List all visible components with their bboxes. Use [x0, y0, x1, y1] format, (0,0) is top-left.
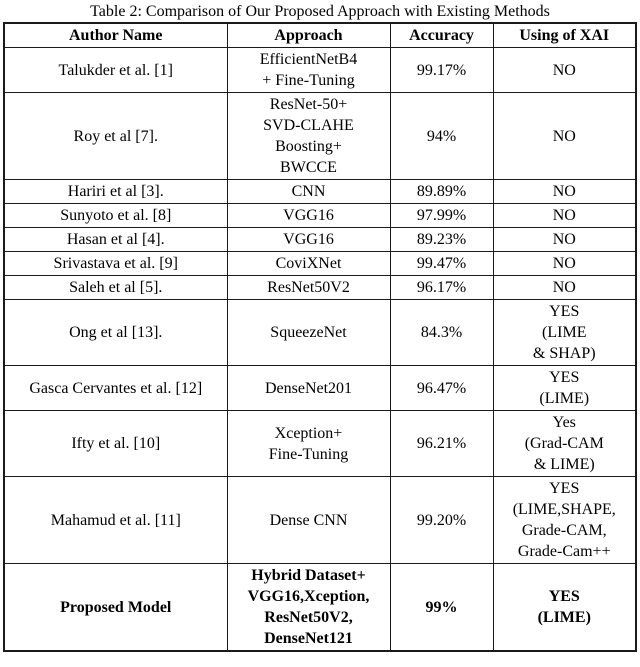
cell-approach: EfficientNetB4 + Fine-Tuning [226, 47, 391, 93]
cell-author: Ifty et al. [10] [3, 410, 228, 477]
cell-approach: DenseNet201 [226, 365, 391, 411]
cell-xai: NO [492, 227, 637, 252]
cell-xai: NO [492, 47, 637, 93]
table-row: Srivastava et al. [9] CoviXNet 99.47% NO [3, 251, 637, 276]
cell-accuracy: 89.23% [389, 227, 494, 252]
table-body: Talukder et al. [1] EfficientNetB4 + Fine… [3, 47, 637, 652]
cell-author: Roy et al [7]. [3, 92, 228, 180]
cell-approach: VGG16 [226, 203, 391, 228]
cell-approach: VGG16 [226, 227, 391, 252]
table-row: Ifty et al. [10] Xception+ Fine-Tuning 96.… [3, 410, 637, 477]
column-header: Author Name [3, 22, 228, 48]
cell-accuracy: 89.89% [389, 179, 494, 204]
cell-accuracy: 96.47% [389, 365, 494, 411]
cell-xai: YES (LIME) [492, 365, 637, 411]
cell-accuracy: 99.47% [389, 251, 494, 276]
cell-author: Srivastava et al. [9] [3, 251, 228, 276]
table-row: Mahamud et al. [11] Dense CNN 99.20% YES (L… [3, 476, 637, 564]
column-header: Approach [226, 22, 391, 48]
cell-author: Proposed Model [3, 563, 228, 652]
cell-author: Saleh et al [5]. [3, 275, 228, 300]
cell-author: Hariri et al [3]. [3, 179, 228, 204]
header-row: Author Name Approach Accuracy Using of XAI [3, 22, 637, 48]
table-row: Hasan et al [4]. VGG16 89.23% NO [3, 227, 637, 252]
cell-accuracy: 96.17% [389, 275, 494, 300]
cell-xai: NO [492, 203, 637, 228]
cell-xai: NO [492, 251, 637, 276]
table-row: Saleh et al [5]. ResNet50V2 96.17% NO [3, 275, 637, 300]
cell-approach: Dense CNN [226, 476, 391, 564]
cell-xai: NO [492, 179, 637, 204]
cell-accuracy: 84.3% [389, 299, 494, 366]
cell-author: Gasca Cervantes et al. [12] [3, 365, 228, 411]
table-row: Roy et al [7]. ResNet-50+ SVD-CLAHE Boost… [3, 92, 637, 180]
cell-author: Hasan et al [4]. [3, 227, 228, 252]
cell-author: Mahamud et al. [11] [3, 476, 228, 564]
table-caption: Table 2: Comparison of Our Proposed Appr… [90, 3, 550, 20]
cell-xai: Yes (Grad-CAM & LIME) [492, 410, 637, 477]
cell-xai: NO [492, 275, 637, 300]
comparison-table: Author Name Approach Accuracy Using of XAI … [3, 22, 637, 652]
cell-approach: SqueezeNet [226, 299, 391, 366]
cell-approach: ResNet-50+ SVD-CLAHE Boosting+ BWCCE [226, 92, 391, 180]
table-row: Proposed Model Hybrid Dataset+ VGG16,Xcep… [3, 563, 637, 652]
cell-xai: YES (LIME & SHAP) [492, 299, 637, 366]
cell-approach: Xception+ Fine-Tuning [226, 410, 391, 477]
cell-accuracy: 99.17% [389, 47, 494, 93]
cell-approach: ResNet50V2 [226, 275, 391, 300]
cell-author: Talukder et al. [1] [3, 47, 228, 93]
cell-accuracy: 99% [389, 563, 494, 652]
table-row: Hariri et al [3]. CNN 89.89% NO [3, 179, 637, 204]
cell-xai: YES (LIME,SHAPE, Grade-CAM, Grade-Cam++ [492, 476, 637, 564]
cell-author: Ong et al [13]. [3, 299, 228, 366]
cell-approach: CoviXNet [226, 251, 391, 276]
cell-accuracy: 96.21% [389, 410, 494, 477]
cell-approach: CNN [226, 179, 391, 204]
cell-author: Sunyoto et al. [8] [3, 203, 228, 228]
cell-accuracy: 97.99% [389, 203, 494, 228]
cell-xai: YES (LIME) [492, 563, 637, 652]
column-header: Accuracy [389, 22, 494, 48]
table-row: Sunyoto et al. [8] VGG16 97.99% NO [3, 203, 637, 228]
cell-accuracy: 99.20% [389, 476, 494, 564]
column-header: Using of XAI [492, 22, 637, 48]
cell-xai: NO [492, 92, 637, 180]
cell-approach: Hybrid Dataset+ VGG16,Xception, ResNet50… [226, 563, 391, 652]
cell-accuracy: 94% [389, 92, 494, 180]
table-row: Ong et al [13]. SqueezeNet 84.3% YES (LIME … [3, 299, 637, 366]
table-row: Gasca Cervantes et al. [12] DenseNet201 96… [3, 365, 637, 411]
table-row: Talukder et al. [1] EfficientNetB4 + Fine… [3, 47, 637, 93]
